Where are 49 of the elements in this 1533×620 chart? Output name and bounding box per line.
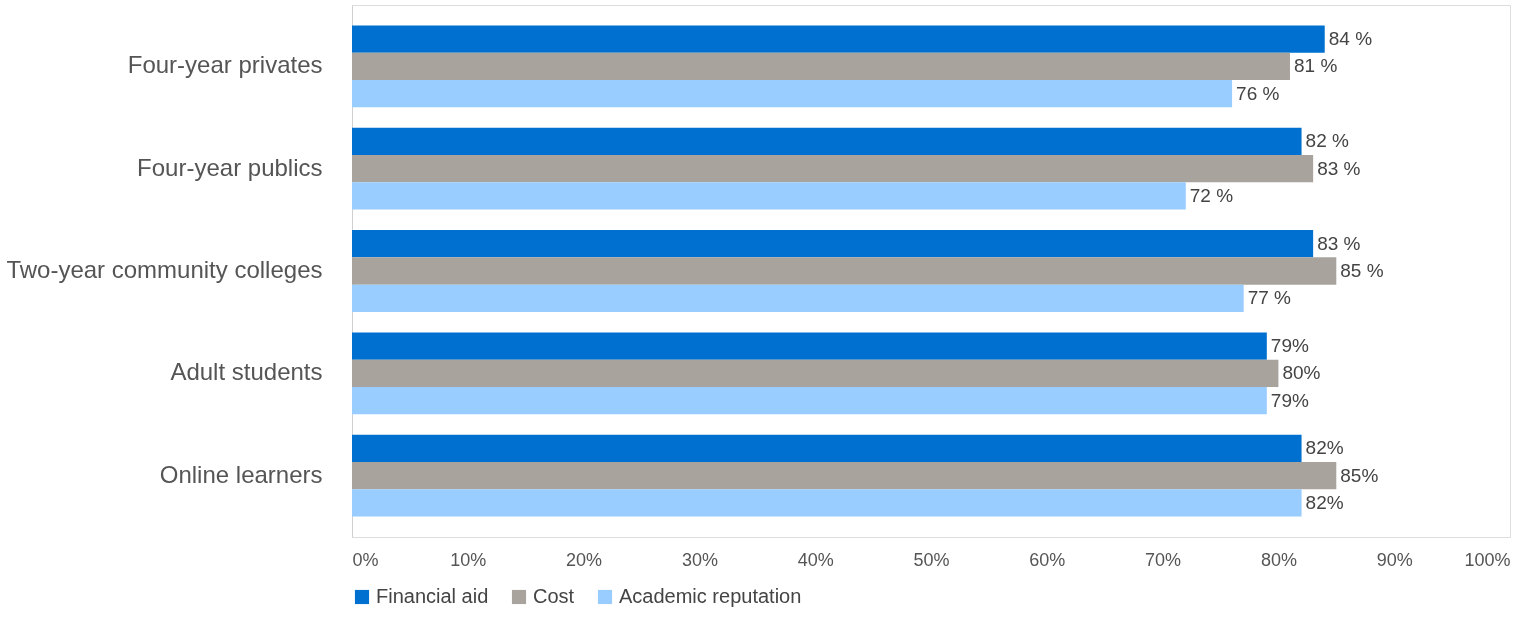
bar <box>352 182 1186 210</box>
data-label: 76 % <box>1236 82 1280 104</box>
x-tick-label: 100% <box>1464 549 1511 570</box>
bar <box>352 332 1267 360</box>
data-label: 79% <box>1270 389 1309 411</box>
data-label: 85% <box>1340 464 1379 486</box>
y-tick-label: Four-year privates <box>127 51 323 79</box>
bar <box>352 434 1302 462</box>
bar <box>352 489 1302 517</box>
bar <box>352 155 1314 183</box>
data-label: 83 % <box>1317 232 1361 254</box>
data-label: 84 % <box>1328 28 1373 50</box>
data-label: 79% <box>1270 335 1309 357</box>
bar <box>352 284 1244 312</box>
data-label: 77 % <box>1247 287 1292 309</box>
bar <box>352 257 1337 285</box>
bar <box>352 359 1279 387</box>
y-tick-label: Adult students <box>170 358 323 386</box>
data-label: 80% <box>1282 362 1321 384</box>
x-tick-label: 90% <box>1376 549 1413 570</box>
bar <box>352 127 1302 156</box>
y-tick-label: Four-year publics <box>137 153 323 181</box>
x-tick-label: 10% <box>450 549 487 570</box>
legend-label: Cost <box>533 585 575 607</box>
data-label: 83 % <box>1317 157 1361 179</box>
bar <box>352 386 1267 415</box>
data-label: 82% <box>1305 437 1344 459</box>
bar <box>352 230 1314 258</box>
legend-label: Academic reputation <box>619 585 802 607</box>
bar <box>352 461 1337 490</box>
bar <box>352 52 1290 81</box>
bar <box>352 25 1325 53</box>
x-tick-label: 0% <box>352 549 379 570</box>
data-label: 82 % <box>1305 130 1349 152</box>
legend-label: Financial aid <box>376 585 489 607</box>
bar <box>352 80 1233 108</box>
data-label: 72 % <box>1189 184 1234 206</box>
data-label: 85 % <box>1340 260 1384 281</box>
data-label: 82% <box>1305 491 1344 513</box>
x-tick-label: 70% <box>1145 549 1182 570</box>
x-tick-label: 80% <box>1260 549 1297 570</box>
x-tick-label: 50% <box>913 549 950 570</box>
x-tick-label: 20% <box>566 549 603 570</box>
x-tick-label: 30% <box>681 549 718 570</box>
data-label: 81 % <box>1293 55 1338 77</box>
y-tick-label: Online learners <box>159 460 323 488</box>
x-tick-label: 40% <box>797 549 834 570</box>
y-tick-label: Two-year community colleges <box>6 256 323 283</box>
x-tick-label: 60% <box>1029 549 1066 570</box>
